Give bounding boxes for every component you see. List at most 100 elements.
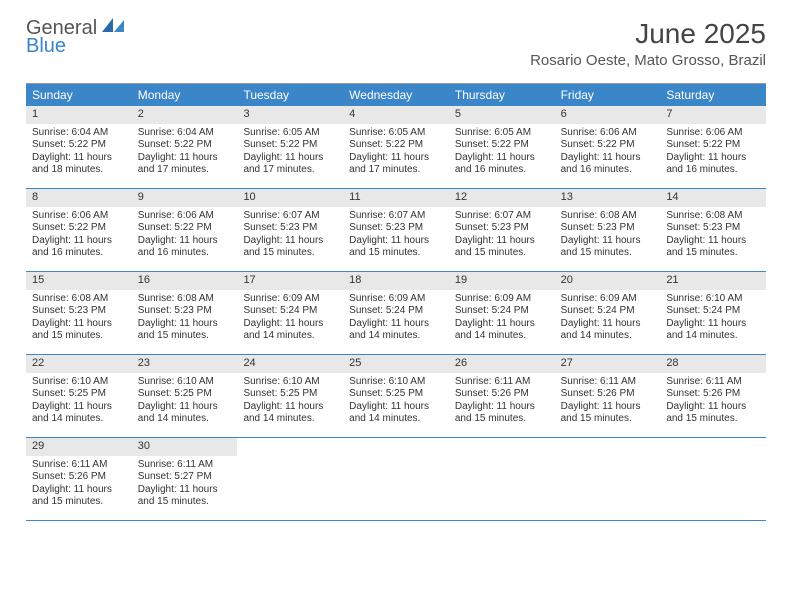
daylight-line: Daylight: 11 hours and 14 minutes.	[666, 318, 760, 343]
sunrise-line: Sunrise: 6:06 AM	[666, 127, 760, 140]
day-body: Sunrise: 6:11 AMSunset: 5:27 PMDaylight:…	[132, 456, 238, 515]
day-number: 9	[132, 189, 238, 207]
day-cell: 5Sunrise: 6:05 AMSunset: 5:22 PMDaylight…	[449, 106, 555, 188]
day-body: Sunrise: 6:05 AMSunset: 5:22 PMDaylight:…	[449, 124, 555, 183]
day-body: Sunrise: 6:05 AMSunset: 5:22 PMDaylight:…	[343, 124, 449, 183]
sunset-line: Sunset: 5:23 PM	[243, 222, 337, 235]
logo-sail-icon	[102, 18, 124, 39]
sunset-line: Sunset: 5:22 PM	[349, 139, 443, 152]
sunrise-line: Sunrise: 6:10 AM	[32, 376, 126, 389]
sunrise-line: Sunrise: 6:10 AM	[138, 376, 232, 389]
weekday-header: Monday	[132, 84, 238, 106]
daylight-line: Daylight: 11 hours and 15 minutes.	[561, 401, 655, 426]
day-number: 29	[26, 438, 132, 456]
day-number: 20	[555, 272, 661, 290]
day-number: 30	[132, 438, 238, 456]
sunset-line: Sunset: 5:22 PM	[455, 139, 549, 152]
daylight-line: Daylight: 11 hours and 14 minutes.	[561, 318, 655, 343]
sunrise-line: Sunrise: 6:09 AM	[455, 293, 549, 306]
sunrise-line: Sunrise: 6:05 AM	[349, 127, 443, 140]
day-cell: 15Sunrise: 6:08 AMSunset: 5:23 PMDayligh…	[26, 272, 132, 354]
weekday-header: Tuesday	[237, 84, 343, 106]
day-number: 1	[26, 106, 132, 124]
weekday-header: Wednesday	[343, 84, 449, 106]
day-body: Sunrise: 6:07 AMSunset: 5:23 PMDaylight:…	[237, 207, 343, 266]
day-number: 12	[449, 189, 555, 207]
sunrise-line: Sunrise: 6:11 AM	[561, 376, 655, 389]
day-number: 28	[660, 355, 766, 373]
day-cell: 25Sunrise: 6:10 AMSunset: 5:25 PMDayligh…	[343, 355, 449, 437]
day-cell: 30Sunrise: 6:11 AMSunset: 5:27 PMDayligh…	[132, 438, 238, 520]
daylight-line: Daylight: 11 hours and 15 minutes.	[561, 235, 655, 260]
day-body: Sunrise: 6:10 AMSunset: 5:25 PMDaylight:…	[26, 373, 132, 432]
day-body: Sunrise: 6:06 AMSunset: 5:22 PMDaylight:…	[555, 124, 661, 183]
week-row: 8Sunrise: 6:06 AMSunset: 5:22 PMDaylight…	[26, 189, 766, 272]
week-row: 1Sunrise: 6:04 AMSunset: 5:22 PMDaylight…	[26, 106, 766, 189]
day-cell: 7Sunrise: 6:06 AMSunset: 5:22 PMDaylight…	[660, 106, 766, 188]
day-body: Sunrise: 6:04 AMSunset: 5:22 PMDaylight:…	[26, 124, 132, 183]
day-body: Sunrise: 6:11 AMSunset: 5:26 PMDaylight:…	[660, 373, 766, 432]
day-body: Sunrise: 6:09 AMSunset: 5:24 PMDaylight:…	[449, 290, 555, 349]
day-cell-empty	[449, 438, 555, 520]
day-cell-empty	[237, 438, 343, 520]
day-number: 6	[555, 106, 661, 124]
day-cell: 26Sunrise: 6:11 AMSunset: 5:26 PMDayligh…	[449, 355, 555, 437]
weekday-header: Friday	[555, 84, 661, 106]
day-cell: 21Sunrise: 6:10 AMSunset: 5:24 PMDayligh…	[660, 272, 766, 354]
day-cell: 27Sunrise: 6:11 AMSunset: 5:26 PMDayligh…	[555, 355, 661, 437]
sunset-line: Sunset: 5:22 PM	[243, 139, 337, 152]
day-number: 27	[555, 355, 661, 373]
day-number: 26	[449, 355, 555, 373]
day-body: Sunrise: 6:09 AMSunset: 5:24 PMDaylight:…	[237, 290, 343, 349]
day-body: Sunrise: 6:11 AMSunset: 5:26 PMDaylight:…	[449, 373, 555, 432]
sunset-line: Sunset: 5:26 PM	[455, 388, 549, 401]
day-cell: 17Sunrise: 6:09 AMSunset: 5:24 PMDayligh…	[237, 272, 343, 354]
day-number: 5	[449, 106, 555, 124]
sunset-line: Sunset: 5:23 PM	[349, 222, 443, 235]
day-body: Sunrise: 6:05 AMSunset: 5:22 PMDaylight:…	[237, 124, 343, 183]
day-cell: 19Sunrise: 6:09 AMSunset: 5:24 PMDayligh…	[449, 272, 555, 354]
weekday-header: Sunday	[26, 84, 132, 106]
sunrise-line: Sunrise: 6:04 AM	[138, 127, 232, 140]
day-body: Sunrise: 6:04 AMSunset: 5:22 PMDaylight:…	[132, 124, 238, 183]
day-number: 21	[660, 272, 766, 290]
sunset-line: Sunset: 5:22 PM	[32, 222, 126, 235]
sunset-line: Sunset: 5:23 PM	[32, 305, 126, 318]
daylight-line: Daylight: 11 hours and 14 minutes.	[138, 401, 232, 426]
sunset-line: Sunset: 5:23 PM	[138, 305, 232, 318]
day-cell: 23Sunrise: 6:10 AMSunset: 5:25 PMDayligh…	[132, 355, 238, 437]
sunset-line: Sunset: 5:22 PM	[138, 139, 232, 152]
day-body: Sunrise: 6:07 AMSunset: 5:23 PMDaylight:…	[343, 207, 449, 266]
daylight-line: Daylight: 11 hours and 16 minutes.	[561, 152, 655, 177]
sunset-line: Sunset: 5:22 PM	[32, 139, 126, 152]
day-cell-empty	[660, 438, 766, 520]
day-cell: 2Sunrise: 6:04 AMSunset: 5:22 PMDaylight…	[132, 106, 238, 188]
day-number: 4	[343, 106, 449, 124]
daylight-line: Daylight: 11 hours and 14 minutes.	[32, 401, 126, 426]
daylight-line: Daylight: 11 hours and 16 minutes.	[455, 152, 549, 177]
daylight-line: Daylight: 11 hours and 14 minutes.	[243, 401, 337, 426]
day-number: 7	[660, 106, 766, 124]
logo-blue: Blue	[26, 37, 124, 55]
daylight-line: Daylight: 11 hours and 17 minutes.	[138, 152, 232, 177]
day-body: Sunrise: 6:06 AMSunset: 5:22 PMDaylight:…	[26, 207, 132, 266]
daylight-line: Daylight: 11 hours and 15 minutes.	[243, 235, 337, 260]
day-body: Sunrise: 6:06 AMSunset: 5:22 PMDaylight:…	[660, 124, 766, 183]
day-body: Sunrise: 6:08 AMSunset: 5:23 PMDaylight:…	[660, 207, 766, 266]
sunset-line: Sunset: 5:24 PM	[666, 305, 760, 318]
sunrise-line: Sunrise: 6:09 AM	[243, 293, 337, 306]
logo: General Blue	[26, 18, 124, 55]
day-number: 8	[26, 189, 132, 207]
day-cell: 20Sunrise: 6:09 AMSunset: 5:24 PMDayligh…	[555, 272, 661, 354]
day-cell: 28Sunrise: 6:11 AMSunset: 5:26 PMDayligh…	[660, 355, 766, 437]
day-body: Sunrise: 6:09 AMSunset: 5:24 PMDaylight:…	[555, 290, 661, 349]
sunset-line: Sunset: 5:24 PM	[349, 305, 443, 318]
header: General Blue June 2025 Rosario Oeste, Ma…	[0, 0, 792, 77]
sunset-line: Sunset: 5:23 PM	[561, 222, 655, 235]
day-number: 18	[343, 272, 449, 290]
sunset-line: Sunset: 5:22 PM	[666, 139, 760, 152]
week-row: 29Sunrise: 6:11 AMSunset: 5:26 PMDayligh…	[26, 438, 766, 521]
day-body: Sunrise: 6:06 AMSunset: 5:22 PMDaylight:…	[132, 207, 238, 266]
day-cell: 16Sunrise: 6:08 AMSunset: 5:23 PMDayligh…	[132, 272, 238, 354]
sunrise-line: Sunrise: 6:07 AM	[455, 210, 549, 223]
